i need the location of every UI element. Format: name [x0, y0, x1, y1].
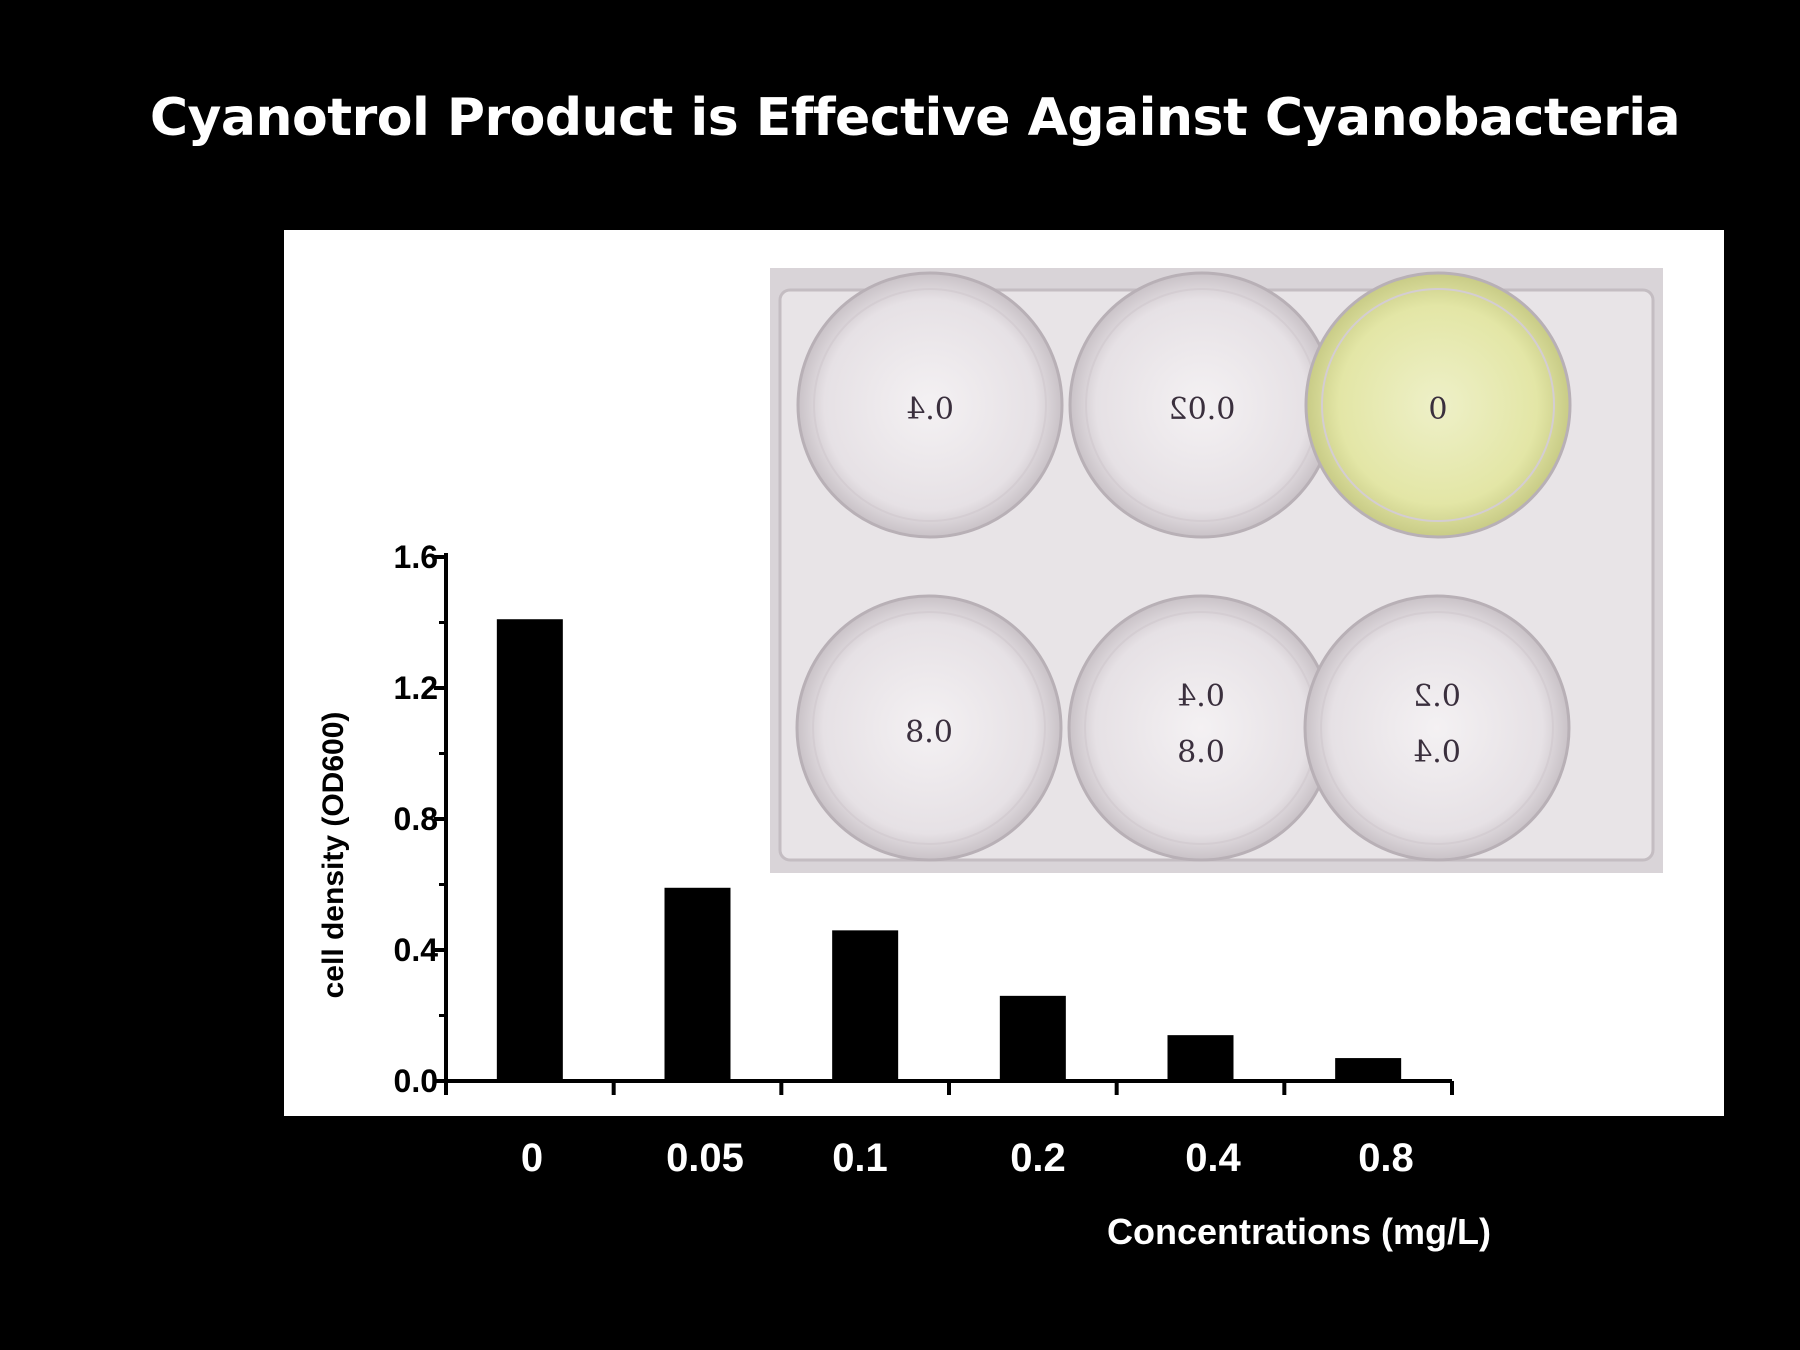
- x-tick-label: 0.1: [832, 1136, 888, 1180]
- well-handwritten-label: 0.4: [906, 392, 954, 427]
- y-tick-label: 1.2: [394, 670, 438, 706]
- plate-well: 0.4: [796, 271, 1064, 539]
- x-tick-label: 0.2: [1010, 1136, 1066, 1180]
- bar: [496, 619, 563, 1081]
- plate-well: 0.8: [795, 594, 1063, 862]
- y-tick-label: 0.8: [394, 801, 438, 837]
- x-axis-title: Concentrations (mg/L): [1107, 1211, 1491, 1252]
- y-axis-title: cell density (OD600): [317, 712, 350, 999]
- x-tick-label: 0: [521, 1136, 543, 1180]
- x-tick-label: 0.8: [1358, 1136, 1414, 1180]
- x-tick-label: 0.4: [1185, 1136, 1241, 1180]
- well-handwritten-label: 0.2: [1413, 679, 1461, 714]
- well-handwritten-label: 0: [1428, 392, 1447, 427]
- well-handwritten-label: 0.8: [905, 715, 953, 750]
- plate-well: 0.2 0.4: [1303, 594, 1571, 862]
- slide-title: Cyanotrol Product is Effective Against C…: [149, 88, 1681, 148]
- y-tick-labels: 0.0 0.4 0.8 1.2 1.6: [394, 539, 439, 1099]
- x-tick-label: 0.05: [666, 1136, 744, 1180]
- plate-well: 0.4 0.8: [1067, 594, 1335, 862]
- plate-well: 0: [1304, 271, 1572, 539]
- bar: [664, 887, 731, 1081]
- plate-well: 0.02: [1068, 271, 1336, 539]
- x-tick-labels: 0 0.05 0.1 0.2 0.4 0.8: [521, 1136, 1414, 1180]
- well-handwritten-label: 0.02: [1169, 392, 1236, 427]
- well-handwritten-label: 0.4: [1177, 679, 1225, 714]
- chart-axes: [434, 553, 1454, 1095]
- well-handwritten-label: 0.8: [1177, 735, 1225, 770]
- six-well-plate-photo: 0.4 0.02 0 0.8 0.4 0.8 0.2 0.4: [770, 268, 1663, 873]
- bar: [1167, 1035, 1234, 1081]
- bar: [832, 930, 899, 1081]
- bar: [999, 995, 1066, 1081]
- well-handwritten-label: 0.4: [1413, 735, 1461, 770]
- bar: [1335, 1058, 1402, 1081]
- y-tick-label: 1.6: [394, 539, 438, 575]
- chart-bars: [496, 619, 1402, 1081]
- y-tick-label: 0.0: [394, 1063, 438, 1099]
- y-tick-label: 0.4: [394, 932, 439, 968]
